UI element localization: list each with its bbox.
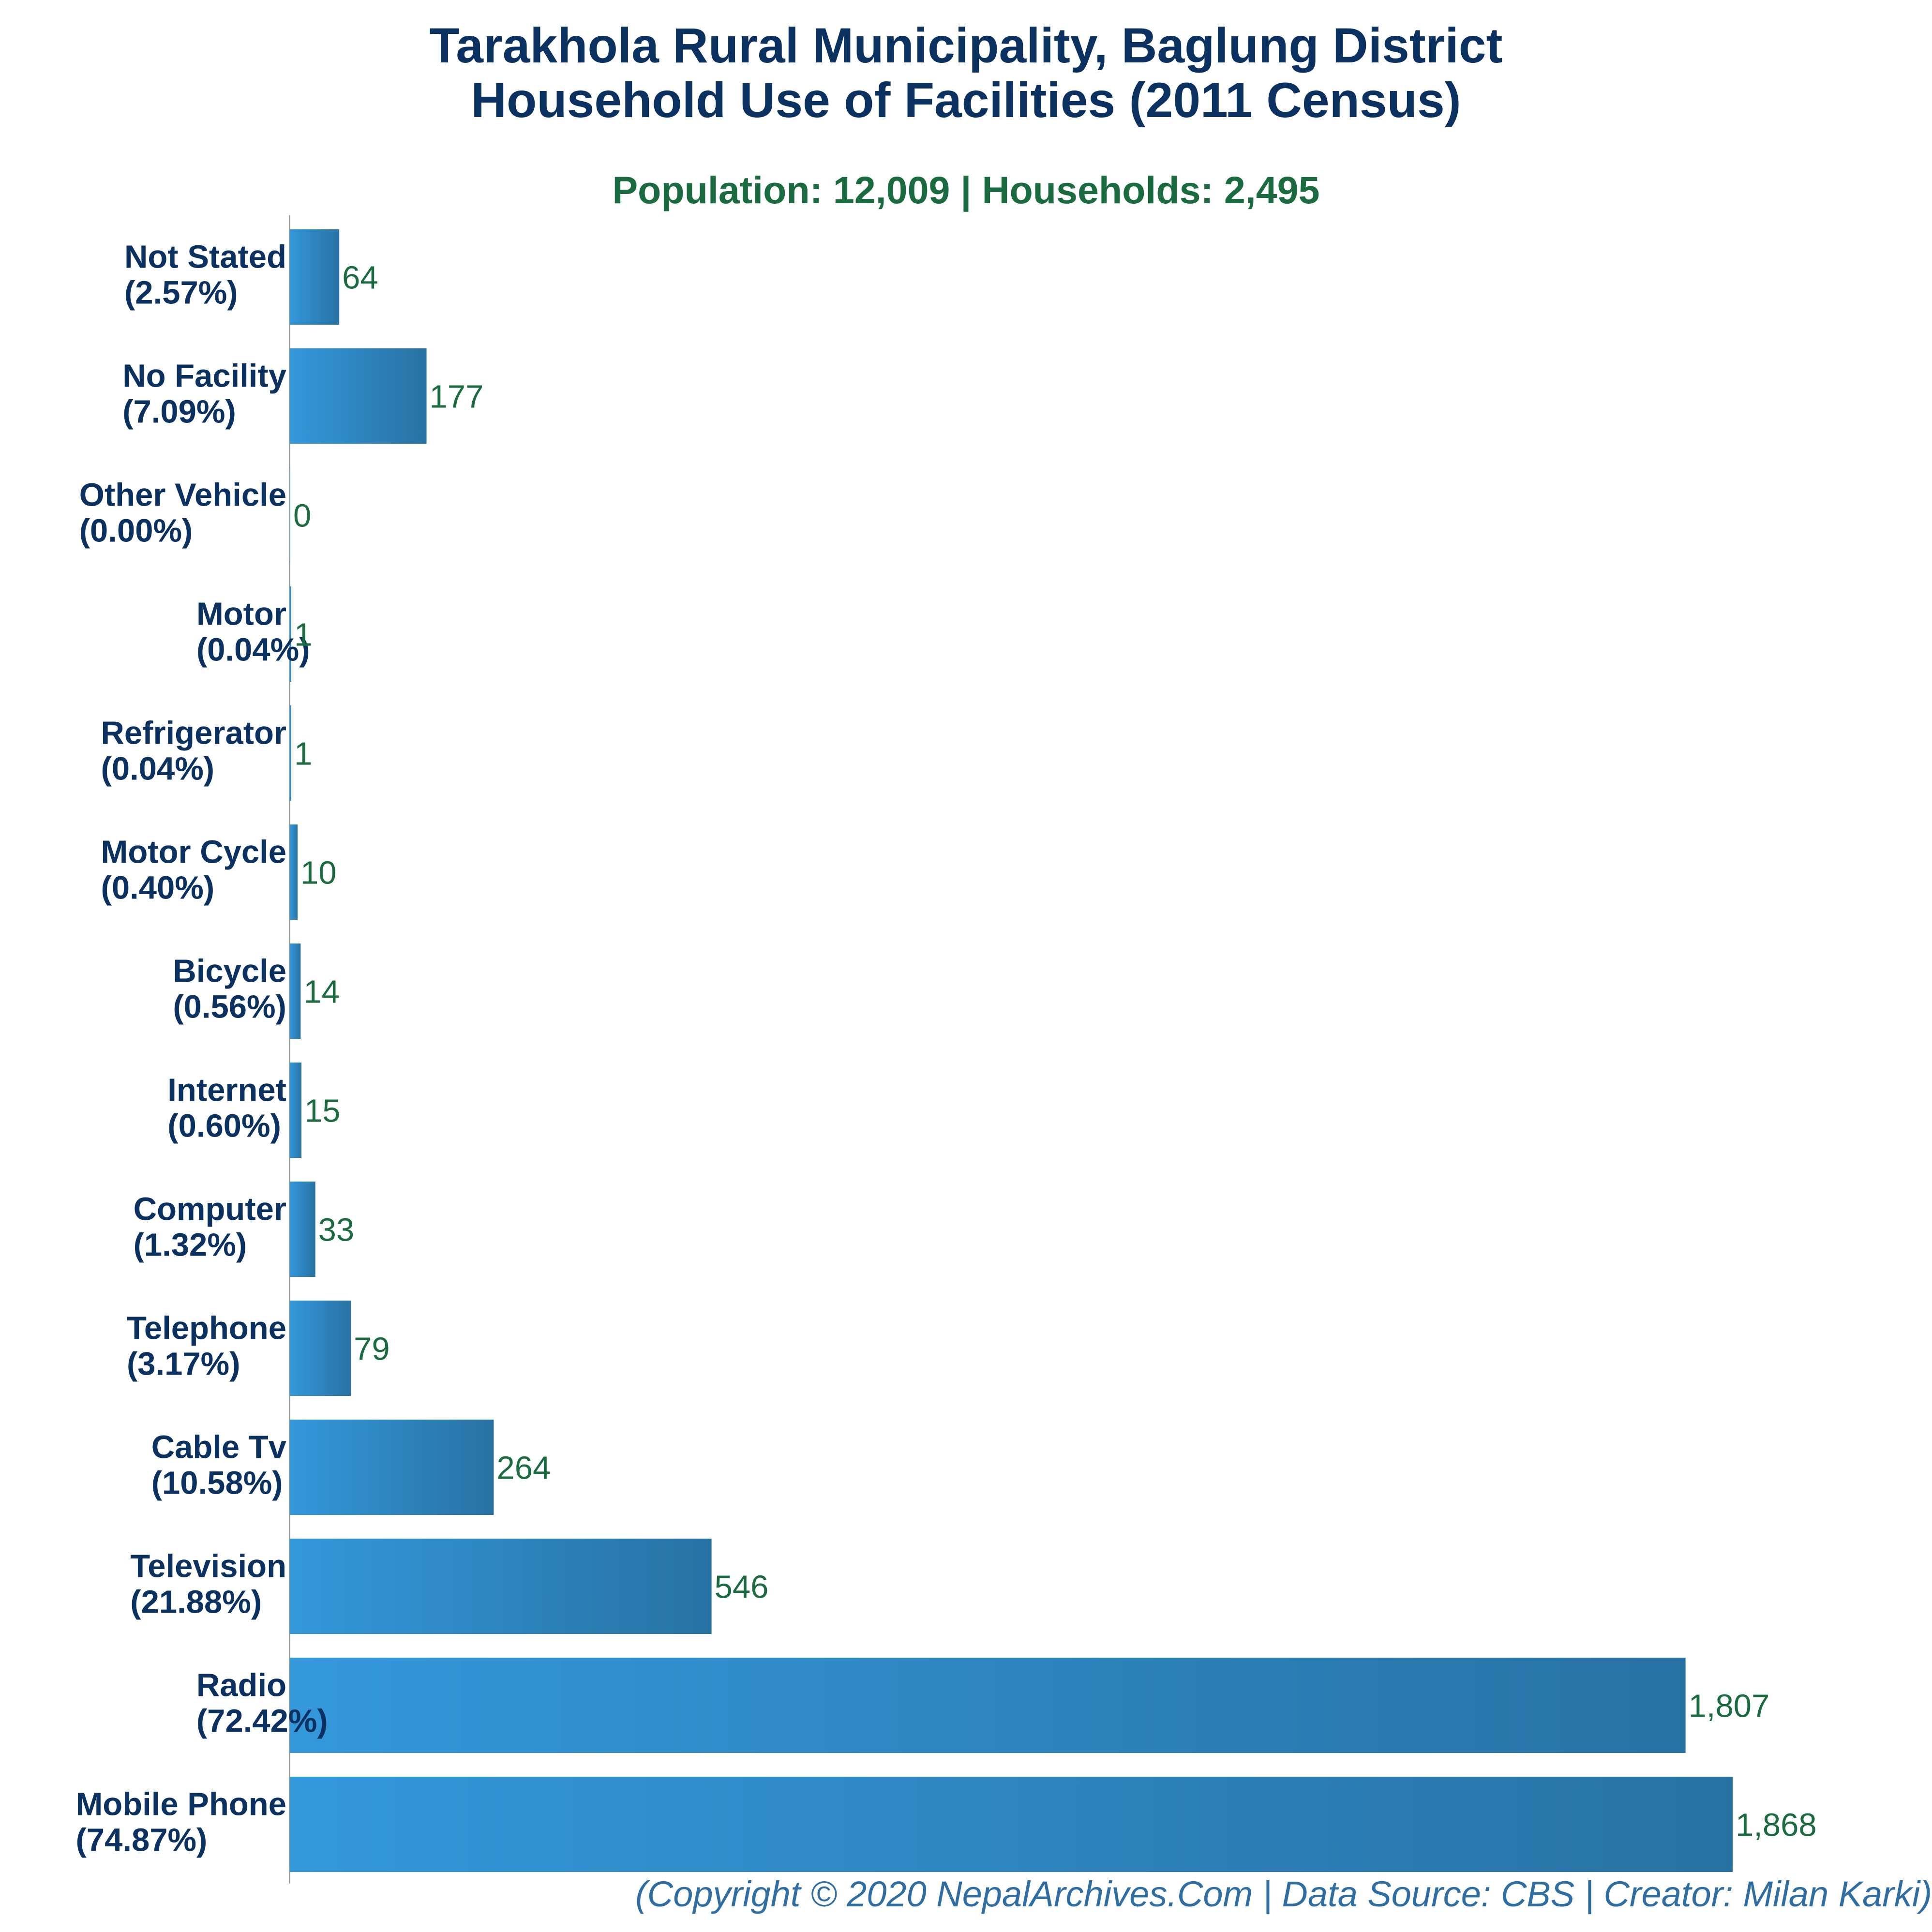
category-label-no-facility: No Facility (7.09%)	[122, 358, 286, 430]
bar-telephone	[290, 1301, 351, 1396]
value-label-computer: 33	[318, 1212, 355, 1248]
value-label-cable-tv: 264	[496, 1450, 551, 1486]
category-percent: (0.00%)	[79, 513, 193, 549]
category-percent: (0.40%)	[101, 870, 215, 906]
value-label-refrigerator: 1	[294, 736, 312, 772]
category-percent: (72.42%)	[196, 1703, 328, 1739]
chart-title-line-2: Household Use of Facilities (2011 Census…	[471, 73, 1461, 128]
category-name: Mobile Phone	[76, 1786, 287, 1823]
category-percent: (0.60%)	[167, 1108, 281, 1144]
bar-not-stated	[290, 229, 340, 325]
category-name: Other Vehicle	[79, 477, 286, 513]
value-label-mobile-phone: 1,868	[1736, 1807, 1817, 1843]
value-label-radio: 1,807	[1689, 1688, 1770, 1724]
bar-computer	[290, 1182, 315, 1277]
category-label-computer: Computer (1.32%)	[134, 1191, 286, 1263]
value-label-not-stated: 64	[342, 260, 378, 296]
category-percent: (7.09%)	[122, 394, 236, 430]
bar-radio	[290, 1658, 1686, 1753]
bar-refrigerator	[290, 705, 291, 801]
category-name: Bicycle	[173, 953, 286, 989]
category-name: Radio	[196, 1667, 286, 1704]
category-percent: (74.87%)	[76, 1822, 208, 1858]
value-label-telephone: 79	[354, 1331, 390, 1367]
category-percent: (10.58%)	[151, 1465, 283, 1501]
footer-credit: (Copyright © 2020 NepalArchives.Com | Da…	[635, 1874, 1932, 1914]
category-percent: (0.04%)	[196, 632, 310, 668]
bars-group: Not Stated (2.57%) 64 No Facility (7.09%) 177…	[76, 229, 1817, 1872]
category-label-bicycle: Bicycle (0.56%)	[173, 953, 286, 1025]
category-label-not-stated: Not Stated (2.57%)	[124, 239, 286, 311]
category-name: Telephone	[127, 1310, 286, 1347]
category-name: Cable Tv	[151, 1429, 286, 1466]
category-name: Refrigerator	[101, 715, 286, 751]
chart-title: Tarakhola Rural Municipality, Baglung Di…	[0, 18, 1932, 128]
category-percent: (21.88%)	[130, 1584, 262, 1620]
category-percent: (3.17%)	[127, 1346, 240, 1382]
category-name: Not Stated	[124, 239, 286, 275]
category-label-motor: Motor (0.04%)	[196, 596, 310, 668]
bar-no-facility	[290, 348, 427, 444]
value-label-bicycle: 14	[303, 974, 340, 1010]
value-label-other-vehicle: 0	[293, 498, 311, 534]
bar-cable-tv	[290, 1420, 494, 1515]
category-percent: (2.57%)	[124, 275, 238, 311]
bar-mobile-phone	[290, 1777, 1733, 1872]
category-label-radio: Radio (72.42%)	[196, 1667, 328, 1739]
category-name: Motor	[196, 596, 286, 632]
category-percent: (1.32%)	[134, 1227, 247, 1263]
bar-motor-cycle	[290, 824, 298, 920]
category-name: No Facility	[122, 358, 286, 394]
category-percent: (0.56%)	[173, 989, 286, 1025]
bar-motor	[290, 586, 291, 682]
chart-title-line-1: Tarakhola Rural Municipality, Baglung Di…	[429, 18, 1503, 73]
value-label-television: 546	[715, 1569, 769, 1605]
category-percent: (0.04%)	[101, 751, 215, 787]
value-label-motor: 1	[294, 617, 312, 653]
bar-bicycle	[290, 944, 301, 1039]
bar-television	[290, 1539, 712, 1634]
category-label-motor-cycle: Motor Cycle (0.40%)	[101, 834, 286, 906]
chart-subtitle: Population: 12,009 | Households: 2,495	[612, 168, 1320, 211]
category-label-internet: Internet (0.60%)	[167, 1072, 286, 1144]
category-label-refrigerator: Refrigerator (0.04%)	[101, 715, 286, 787]
category-name: Internet	[167, 1072, 286, 1108]
value-label-no-facility: 177	[430, 379, 484, 415]
value-label-internet: 15	[304, 1093, 341, 1129]
category-name: Television	[130, 1548, 286, 1585]
category-label-cable-tv: Cable Tv (10.58%)	[151, 1429, 286, 1501]
bar-internet	[290, 1063, 301, 1158]
category-name: Motor Cycle	[101, 834, 286, 870]
value-label-motor-cycle: 10	[300, 855, 337, 891]
category-label-telephone: Telephone (3.17%)	[127, 1310, 286, 1382]
category-label-other-vehicle: Other Vehicle (0.00%)	[79, 477, 286, 549]
category-label-television: Television (21.88%)	[130, 1548, 286, 1620]
category-label-mobile-phone: Mobile Phone (74.87%)	[76, 1786, 287, 1858]
category-name: Computer	[134, 1191, 286, 1228]
